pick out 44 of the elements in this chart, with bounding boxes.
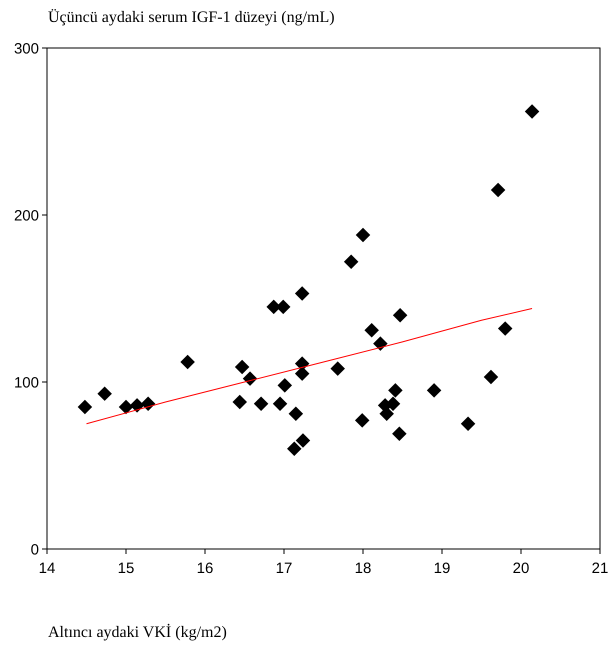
point: [490, 182, 506, 198]
point: [330, 361, 345, 376]
point: [97, 386, 112, 401]
x-tick-label: 15: [118, 560, 134, 577]
y-tick-label: 100: [14, 374, 39, 392]
point: [78, 400, 92, 414]
x-tick-label: 18: [354, 560, 372, 577]
point: [354, 413, 370, 428]
x-tick-label: 17: [276, 560, 292, 577]
point: [524, 104, 540, 119]
line-series: [86, 308, 533, 424]
point: [288, 406, 304, 421]
point: [426, 383, 442, 398]
point: [392, 426, 407, 442]
point: [234, 360, 250, 374]
y-tick-label: 300: [14, 40, 39, 58]
x-axis-title: Altıncı aydaki VKİ (kg/m2): [48, 623, 227, 641]
chart-title: Üçüncü aydaki serum IGF-1 düzeyi (ng/mL): [48, 9, 335, 26]
point: [356, 228, 370, 242]
point: [392, 308, 408, 322]
point: [272, 396, 288, 411]
x-tick-label: 16: [196, 560, 214, 577]
point: [344, 254, 358, 270]
point: [498, 321, 512, 336]
x-tick-label: 19: [434, 560, 450, 577]
point: [278, 378, 292, 393]
point: [460, 416, 476, 431]
point: [364, 322, 379, 338]
point: [254, 396, 268, 411]
point: [296, 433, 310, 448]
point: [294, 286, 310, 301]
point: [118, 400, 134, 414]
y-tick-label: 0: [30, 541, 39, 558]
x-tick-label: 21: [592, 560, 608, 577]
x-tick-label: 14: [38, 560, 56, 577]
point: [388, 383, 403, 398]
point: [232, 394, 248, 410]
point: [140, 396, 156, 411]
x-tick-label: 20: [512, 560, 530, 577]
point: [180, 354, 195, 370]
y-tick-label: 200: [14, 207, 39, 224]
point: [484, 370, 498, 384]
point: [373, 336, 388, 351]
point: [287, 442, 302, 456]
